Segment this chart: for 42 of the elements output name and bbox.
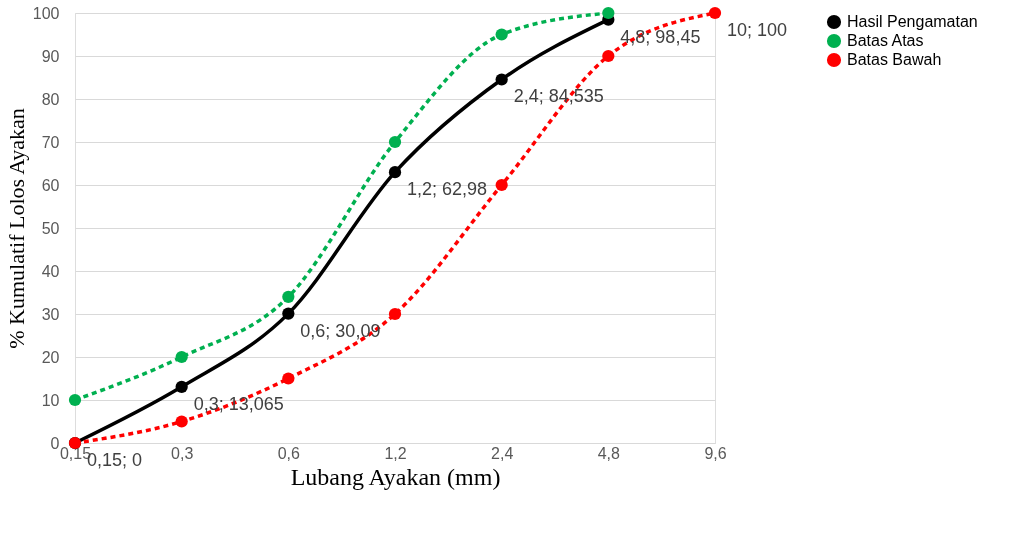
point (602, 6, 615, 20)
y-tick-label: 50 (41, 219, 60, 237)
legend-label: Batas Bawah (847, 51, 942, 68)
point (388, 166, 402, 179)
x-axis-title: Lubang Ayakan (mm) (290, 463, 501, 490)
y-tick-label: 40 (41, 262, 60, 280)
data-label: 2,4; 84,535 (513, 86, 604, 107)
data-label: 0,3; 13,065 (193, 393, 284, 414)
y-tick-label: 20 (41, 348, 60, 366)
point (388, 307, 402, 321)
y-tick-label: 10 (41, 391, 60, 409)
x-tick-label: 9,6 (704, 444, 727, 462)
x-tick-label: 2,4 (491, 444, 514, 462)
point (175, 380, 188, 393)
x-tick-label: 0,6 (277, 444, 301, 462)
data-label: 10; 100 (727, 20, 788, 40)
point (175, 350, 188, 364)
y-axis-title: % Kumulatif Lolos Ayakan (3, 108, 29, 349)
x-tick-label: 1,2 (384, 444, 407, 462)
point (495, 28, 508, 41)
point (175, 415, 188, 428)
y-tick-label: 100 (32, 4, 60, 22)
legend-label: Hasil Pengamatan (847, 13, 978, 30)
point (495, 73, 508, 86)
y-tick-label: 0 (50, 434, 60, 452)
point (495, 178, 508, 192)
y-tick-label: 70 (41, 133, 60, 151)
point (602, 49, 615, 63)
y-tick-label: 60 (41, 176, 60, 194)
y-tick-label: 80 (41, 90, 60, 108)
point (282, 372, 295, 385)
x-tick-label: 4,8 (597, 444, 621, 462)
point (282, 307, 295, 320)
y-tick-label: 90 (41, 47, 60, 65)
y-tick-label: 30 (41, 305, 60, 323)
data-label: 1,2; 62,98 (407, 179, 488, 200)
point (68, 393, 82, 407)
x-tick-label: 0,3 (171, 444, 194, 462)
point (708, 6, 722, 20)
point (282, 290, 295, 303)
point (388, 135, 402, 149)
legend-label: Batas Atas (847, 32, 924, 49)
